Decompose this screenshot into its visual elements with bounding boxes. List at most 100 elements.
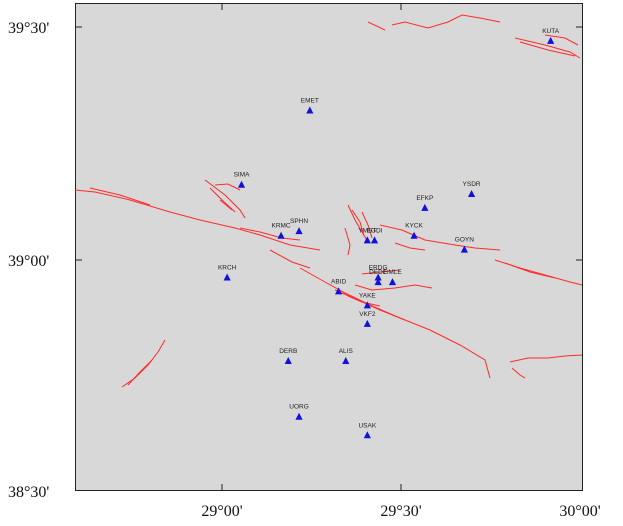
fault-gediz-5 — [361, 269, 401, 275]
fault-egdi-1 — [347, 204, 369, 243]
station-marker-icon — [467, 189, 476, 197]
station-marker-icon — [277, 231, 285, 239]
fault-sw-1 — [121, 339, 166, 388]
fault-west-main — [74, 189, 321, 251]
station-marker-icon — [370, 236, 379, 244]
fault-ne-1 — [514, 37, 581, 59]
lat-label-mid: 39°00' — [8, 253, 49, 270]
station-marker-icon — [374, 273, 382, 281]
station-marker-icon — [295, 227, 303, 235]
lat-label-top: 39°30' — [8, 20, 49, 37]
station-marker-icon — [363, 431, 371, 439]
station-label: KRMC — [271, 223, 290, 230]
fault-egdi-2 — [351, 209, 365, 237]
station-marker-icon — [388, 278, 397, 286]
station-goyn: GOYN — [455, 237, 474, 253]
map-panel — [75, 3, 583, 491]
fault-ne-2 — [519, 41, 576, 57]
station-label: SPHN — [290, 218, 308, 225]
station-usak: USAK — [358, 422, 377, 439]
fault-simav-1 — [204, 179, 246, 219]
station-marker-icon — [284, 357, 292, 365]
lon-axis-labels: 29°00' 29°30' 30°00' — [201, 503, 600, 520]
fault-lines — [74, 14, 583, 388]
lon-label-left: 29°00' — [201, 503, 242, 520]
fault-simav-3 — [214, 183, 241, 191]
station-label: YSDR — [463, 181, 481, 188]
station-kyck: KYCK — [405, 223, 424, 239]
station-efkp: EFKP — [416, 195, 433, 211]
fault-east-2 — [504, 262, 556, 279]
station-label: KRCH — [218, 265, 237, 272]
station-marker-icon — [374, 278, 382, 286]
fault-se-2 — [511, 367, 526, 379]
station-ymst: YMST — [358, 227, 376, 244]
station-egdi: EGDI — [367, 227, 383, 244]
station-label: EGDI — [367, 227, 383, 234]
station-marker-icon — [363, 301, 371, 309]
station-label: ALIS — [339, 348, 354, 355]
station-gmle: GMLE — [383, 269, 402, 286]
station-abid: ABID — [331, 278, 346, 295]
station-marker-icon — [363, 319, 371, 327]
station-vkf2: VKF2 — [359, 311, 376, 327]
frame-ticks — [75, 3, 583, 491]
lat-axis-labels: 39°30' 39°00' 38°30' — [8, 20, 49, 501]
station-marker-icon — [460, 245, 468, 253]
station-sphn: SPHN — [290, 218, 308, 235]
station-ysdr: YSDR — [463, 181, 481, 197]
station-marker-icon — [237, 180, 246, 188]
station-uorg: UORG — [289, 404, 309, 420]
fault-central-1 — [239, 227, 301, 241]
station-label: DEDE — [369, 269, 388, 276]
lon-label-right: 30°00' — [559, 503, 600, 520]
station-marker-icon — [306, 106, 314, 114]
fault-kyck-2 — [394, 242, 426, 251]
lat-label-bottom: 38°30' — [8, 484, 49, 501]
fault-egdi-3 — [361, 211, 373, 239]
station-label: KYCK — [405, 223, 423, 230]
station-marker-icon — [547, 36, 555, 44]
fault-se-1 — [509, 354, 583, 363]
station-marker-icon — [342, 357, 350, 365]
station-label: EMET — [301, 97, 319, 104]
station-label: DERB — [279, 348, 297, 355]
station-marker-icon — [410, 231, 418, 239]
station-label: USAK — [358, 422, 376, 429]
fault-gediz-4 — [347, 295, 381, 307]
station-marker-icon — [223, 273, 231, 281]
station-marker-icon — [421, 203, 429, 211]
station-label: GOYN — [455, 237, 474, 244]
station-label: ERDG — [369, 265, 388, 272]
station-marker-icon — [295, 412, 303, 420]
fault-north-2 — [391, 14, 501, 29]
fault-north-1 — [367, 21, 386, 31]
fault-west-2 — [89, 187, 151, 206]
fault-egdi-4 — [344, 227, 351, 256]
fault-simav-4 — [219, 199, 233, 211]
station-alis: ALIS — [339, 348, 354, 365]
station-marker-icon — [363, 236, 371, 244]
fault-kyck-1 — [379, 224, 501, 251]
station-kuta: KUTA — [542, 28, 560, 44]
station-erdg: ERDG — [369, 265, 388, 281]
station-label: YAKE — [359, 292, 377, 299]
station-derb: DERB — [279, 348, 297, 365]
station-krmc: KRMC — [271, 223, 291, 239]
fault-sw-2 — [127, 359, 153, 386]
station-label: UORG — [289, 404, 309, 411]
station-emet: EMET — [301, 97, 319, 114]
station-label: KUTA — [542, 28, 560, 35]
station-sima: SIMA — [234, 172, 250, 188]
station-label: VKF2 — [359, 311, 376, 318]
stations-layer: KUTA EMET SIMA YSDR EFKP SPHN EGDI KRMC YMST KYCK… — [218, 28, 560, 439]
station-label: YMST — [358, 227, 376, 234]
station-yake: YAKE — [359, 292, 377, 309]
station-label: ABID — [331, 278, 346, 285]
station-krch: KRCH — [218, 265, 237, 281]
station-label: GMLE — [383, 269, 402, 276]
station-dede: DEDE — [369, 269, 388, 286]
station-label: EFKP — [416, 195, 433, 202]
station-marker-icon — [334, 287, 343, 295]
